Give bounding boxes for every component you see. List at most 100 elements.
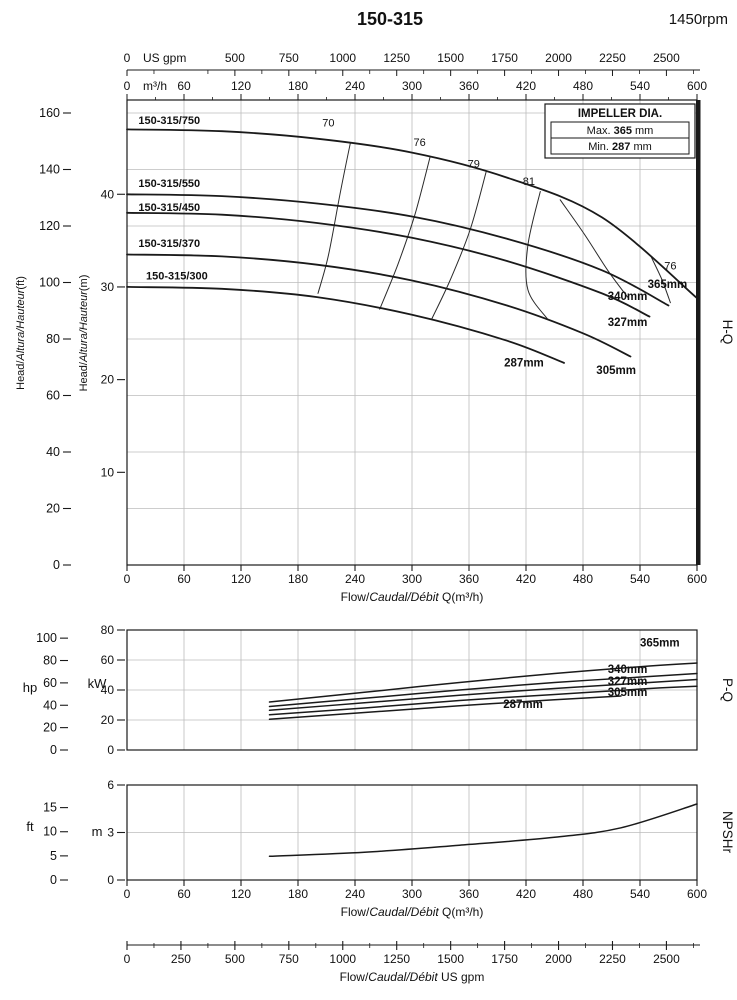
- hq-x-tick-label: 300: [402, 572, 422, 586]
- bottom-tick-label: 750: [279, 952, 299, 966]
- impeller-legend: IMPELLER DIA. Max. 365 mm Min. 287 mm: [544, 103, 696, 159]
- pq-curve-287mm: [268, 695, 622, 721]
- pq-plot-border: [126, 629, 698, 751]
- np-ft-tick-label: 0: [50, 873, 57, 887]
- bottom-tick-label: 2000: [545, 952, 572, 966]
- gpm-tick-label: 1500: [437, 51, 464, 65]
- m3h-tick-label: 0: [124, 79, 131, 93]
- gpm-tick-label: 2000: [545, 51, 572, 65]
- np-x-tick-label: 120: [231, 887, 251, 901]
- hq-x-tick-label: 420: [516, 572, 536, 586]
- m3h-tick-label: 180: [288, 79, 308, 93]
- legend-min-box: [550, 137, 690, 155]
- npshr-curve: [268, 803, 698, 858]
- kw-tick-label: 60: [101, 653, 115, 667]
- efficiency-label: 76: [664, 260, 676, 272]
- kw-tick-label: 40: [101, 683, 115, 697]
- hq-x-tick-label: 120: [231, 572, 251, 586]
- hq-curve-365mm: [126, 128, 698, 299]
- np-x-tick-label: 420: [516, 887, 536, 901]
- hp-tick-label: 60: [43, 676, 57, 690]
- hp-tick-label: 0: [50, 743, 57, 757]
- pq-impeller-label: 287mm: [503, 699, 543, 711]
- pq-impeller-label: 305mm: [608, 687, 648, 699]
- legend-title: IMPELLER DIA.: [578, 108, 662, 120]
- curve-name-label: 150-315/370: [138, 238, 200, 250]
- gpm-tick-label: 1750: [491, 51, 518, 65]
- pq-side-label: P-Q: [720, 678, 735, 702]
- impeller-size-label: 287mm: [504, 358, 544, 370]
- np-x-axis-label: Flow/Caudal/Débit Q(m³/h): [341, 905, 484, 919]
- gpm-tick-label: 1000: [329, 51, 356, 65]
- np-x-tick-label: 240: [345, 887, 365, 901]
- np-x-tick-label: 60: [177, 887, 191, 901]
- np-x-tick-label: 180: [288, 887, 308, 901]
- m3h-tick-label: 420: [516, 79, 536, 93]
- bottom-axis-label: Flow/Caudal/Débit US gpm: [340, 970, 485, 984]
- kw-tick-label: 20: [101, 713, 115, 727]
- hq-x-tick-label: 180: [288, 572, 308, 586]
- rpm-label: 1450rpm: [669, 11, 728, 28]
- np-ft-unit-label: ft: [26, 819, 34, 834]
- ft-tick-label: 60: [46, 389, 60, 403]
- pq-curve-365mm: [268, 662, 698, 703]
- hq-x-tick-label: 540: [630, 572, 650, 586]
- bottom-tick-label: 2250: [599, 952, 626, 966]
- hq-chart: 7076798176150-315/750365mm150-315/550340…: [15, 99, 735, 604]
- m-tick-label: 20: [101, 373, 115, 387]
- impeller-size-label: 305mm: [596, 365, 636, 377]
- gpm-tick-label: 0: [124, 51, 131, 65]
- gpm-tick-label: 500: [225, 51, 245, 65]
- curve-name-label: 150-315/750: [138, 115, 200, 127]
- np-x-tick-label: 0: [124, 887, 131, 901]
- ft-tick-label: 120: [39, 219, 60, 233]
- legend-box: [544, 103, 696, 159]
- pq-curve-327mm: [268, 678, 698, 712]
- hp-tick-label: 20: [43, 721, 57, 735]
- efficiency-contour: [559, 199, 629, 298]
- hq-curve-287mm: [126, 286, 565, 364]
- m-tick-label: 30: [101, 280, 115, 294]
- hq-side-label: H-Q: [720, 320, 735, 345]
- ft-tick-label: 20: [46, 502, 60, 516]
- npshr-side-label: NPSHr: [720, 811, 735, 854]
- curve-name-label: 150-315/550: [138, 178, 200, 190]
- efficiency-contour: [525, 191, 549, 320]
- page-title: 150-315: [357, 9, 423, 29]
- efficiency-contour: [650, 256, 671, 304]
- np-m-unit-label: m: [92, 824, 103, 839]
- impeller-size-label: 340mm: [608, 291, 648, 303]
- ft-tick-label: 80: [46, 332, 60, 346]
- impeller-size-label: 365mm: [648, 279, 688, 291]
- ft-tick-label: 140: [39, 163, 60, 177]
- m3h-tick-label: 60: [177, 79, 191, 93]
- ft-tick-label: 160: [39, 106, 60, 120]
- hq-x-tick-label: 0: [124, 572, 131, 586]
- ft-tick-label: 40: [46, 445, 60, 459]
- np-x-tick-label: 600: [687, 887, 707, 901]
- bottom-tick-label: 1250: [383, 952, 410, 966]
- legend-min-row: Min. 287 mm: [588, 141, 652, 153]
- head-m-axis-label: Head/Altura/Hauteur(m): [78, 275, 90, 392]
- hq-x-tick-label: 360: [459, 572, 479, 586]
- bottom-tick-label: 2500: [653, 952, 680, 966]
- m3h-tick-label: 240: [345, 79, 365, 93]
- hp-tick-label: 40: [43, 698, 57, 712]
- kw-unit-label: kW: [88, 676, 108, 691]
- m3h-tick-label: 540: [630, 79, 650, 93]
- gpm-tick-label: 2500: [653, 51, 680, 65]
- gpm-tick-label: 2250: [599, 51, 626, 65]
- m3h-tick-label: 360: [459, 79, 479, 93]
- hq-curve-305mm: [126, 253, 632, 358]
- hq-x-tick-label: 60: [177, 572, 191, 586]
- hp-tick-label: 100: [36, 631, 57, 645]
- pq-impeller-label: 340mm: [608, 664, 648, 676]
- m-tick-label: 40: [101, 187, 115, 201]
- hq-x-tick-label: 240: [345, 572, 365, 586]
- ft-tick-label: 100: [39, 276, 60, 290]
- pq-curve-305mm: [268, 685, 698, 716]
- bottom-tick-label: 0: [124, 952, 131, 966]
